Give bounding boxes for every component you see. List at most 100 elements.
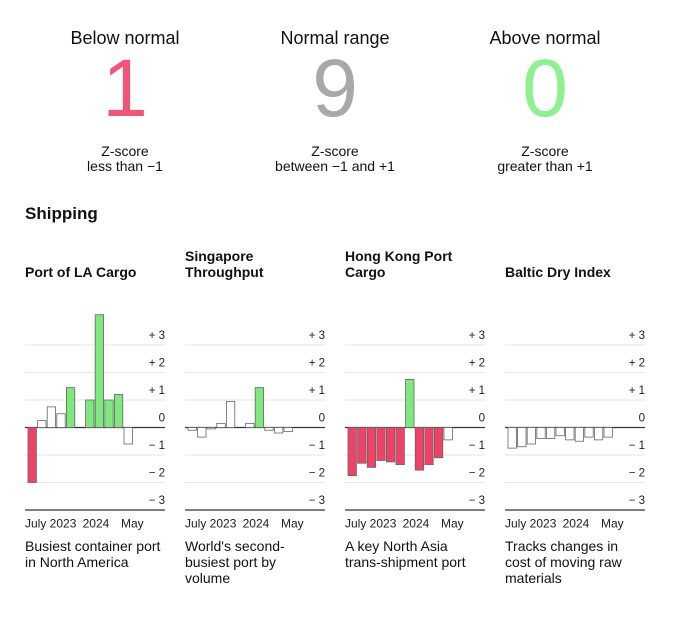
bar: [414, 427, 424, 471]
x-tick-label: 2024: [403, 517, 430, 531]
bar: [216, 422, 226, 428]
x-tick-label: July 2023: [505, 517, 557, 531]
chart: + 3 + 2 + 1 0 − 1 − 2 − 3 July 2023 2024 May: [345, 330, 485, 531]
y-tick-label: + 2: [629, 358, 645, 370]
bar: [123, 427, 133, 445]
y-tick-label: 0: [479, 413, 485, 425]
x-tick-label: July 2023: [25, 517, 77, 531]
x-tick-label: May: [121, 517, 144, 531]
bar: [386, 427, 396, 463]
y-tick-label: − 1: [629, 440, 645, 452]
chart-title: Port of LA Cargo: [25, 264, 137, 280]
summary-count: 9: [312, 43, 358, 134]
bar: [536, 427, 546, 439]
y-tick-label: + 3: [309, 330, 325, 342]
chart-panel: Port of LA Cargo + 3 + 2 + 1 0 − 1 − 2 − 3 July …: [25, 244, 165, 570]
y-tick-label: − 3: [309, 495, 325, 507]
bar: [37, 420, 47, 428]
bar: [546, 427, 556, 439]
bar: [254, 387, 264, 428]
y-tick-label: + 1: [309, 385, 325, 397]
bar: [94, 314, 104, 428]
bar: [27, 427, 37, 483]
x-tick-label: May: [441, 517, 464, 531]
x-tick-label: 2024: [563, 517, 590, 531]
y-tick-label: − 1: [149, 440, 165, 452]
bar: [85, 399, 95, 428]
bar: [555, 427, 565, 437]
summary-label: Below normal: [70, 28, 180, 48]
summary-item: Normal range 9 Z-score between −1 and +1: [235, 28, 435, 174]
summary-desc-line: Z-score: [521, 143, 569, 159]
y-tick-label: − 2: [309, 468, 325, 480]
summary-desc-line: Z-score: [101, 143, 149, 159]
y-tick-label: + 3: [149, 330, 165, 342]
summary-count: 0: [522, 43, 568, 134]
chart: + 3 + 2 + 1 0 − 1 − 2 − 3 July 2023 2024 May: [505, 330, 645, 531]
y-tick-label: − 2: [469, 468, 485, 480]
summary-desc-line: Z-score: [311, 143, 359, 159]
chart-description: World's second-busiest port by volume: [185, 538, 285, 586]
summary-count: 1: [102, 43, 148, 134]
chart-title: Singapore Throughput: [185, 248, 264, 280]
bar: [66, 387, 76, 428]
chart-title: Hong Kong Port Cargo: [345, 248, 453, 280]
summary-desc: Z-score between −1 and +1: [235, 144, 435, 174]
chart-description: A key North Asia trans-shipment port: [345, 538, 466, 570]
y-tick-label: + 2: [309, 358, 325, 370]
bar: [206, 427, 217, 430]
summary-desc-line: less than −1: [87, 158, 163, 174]
bar: [226, 400, 236, 428]
bar: [283, 427, 293, 433]
bar: [376, 427, 386, 461]
y-tick-label: − 3: [629, 495, 645, 507]
y-tick-label: − 2: [629, 468, 645, 480]
bar: [46, 406, 57, 428]
bar: [507, 427, 517, 449]
bar: [357, 427, 367, 464]
y-tick-label: + 1: [629, 385, 645, 397]
summary-label: Above normal: [489, 28, 601, 48]
bar: [526, 427, 537, 445]
summary-desc-line: between −1 and +1: [275, 158, 395, 174]
y-tick-label: + 1: [149, 385, 165, 397]
y-tick-label: − 1: [469, 440, 485, 452]
bar: [274, 427, 284, 434]
summary-label: Normal range: [280, 28, 390, 48]
bar: [187, 427, 197, 431]
bar: [603, 427, 613, 438]
bar: [197, 427, 207, 438]
bar: [584, 427, 594, 438]
bar: [347, 427, 357, 477]
bar: [565, 427, 575, 441]
chart-panel: Baltic Dry Index + 3 + 2 + 1 0 − 1 − 2 − 3 July …: [505, 244, 645, 586]
bar: [424, 427, 434, 466]
y-tick-label: + 3: [629, 330, 645, 342]
bar: [245, 422, 255, 428]
y-tick-label: + 3: [469, 330, 485, 342]
bar: [264, 427, 274, 431]
bar: [443, 427, 453, 441]
bar: [594, 427, 604, 441]
y-tick-label: − 1: [309, 440, 325, 452]
bar: [366, 427, 377, 468]
summary-item: Above normal 0 Z-score greater than +1: [445, 28, 645, 174]
y-tick-label: − 3: [469, 495, 485, 507]
bar: [56, 413, 66, 428]
x-tick-label: May: [281, 517, 304, 531]
bar: [434, 427, 444, 459]
x-tick-label: July 2023: [185, 517, 237, 531]
x-tick-label: May: [601, 517, 624, 531]
chart-description: Tracks changes in cost of moving raw mat…: [505, 538, 622, 586]
summary-desc-line: greater than +1: [497, 158, 593, 174]
summary-desc: Z-score greater than +1: [445, 144, 645, 174]
chart: + 3 + 2 + 1 0 − 1 − 2 − 3 July 2023 2024 May: [25, 314, 165, 531]
y-tick-label: 0: [159, 413, 165, 425]
chart-description: Busiest container port in North America: [25, 538, 161, 570]
y-tick-label: + 2: [149, 358, 165, 370]
x-tick-label: 2024: [243, 517, 270, 531]
chart-title: Baltic Dry Index: [505, 264, 611, 280]
chart-panel: Hong Kong Port Cargo + 3 + 2 + 1 0 − 1 − 2 − 3 J…: [345, 244, 485, 570]
bar: [574, 427, 584, 442]
